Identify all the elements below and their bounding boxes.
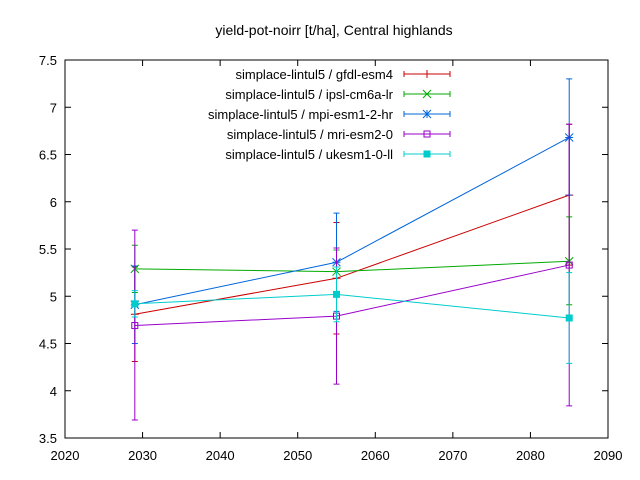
marker-square-open xyxy=(423,130,431,138)
series-4 xyxy=(131,123,573,421)
series-line xyxy=(134,293,570,319)
legend-item: simplace-lintul5 / gfdl-esm4 xyxy=(235,67,451,82)
data-point xyxy=(333,290,340,298)
series-line xyxy=(134,260,570,273)
marker-square-filled xyxy=(333,290,340,298)
legend-marker xyxy=(423,130,431,138)
legend-item: simplace-lintul5 / ipsl-cm6a-lr xyxy=(225,87,451,102)
x-tick-label: 2090 xyxy=(594,448,623,463)
legend-marker xyxy=(423,150,431,158)
data-point xyxy=(565,314,573,322)
marker-square-filled xyxy=(565,314,573,322)
y-tick-label: 5 xyxy=(50,289,57,304)
legend-label: simplace-lintul5 / gfdl-esm4 xyxy=(235,67,393,82)
legend-marker xyxy=(423,70,431,78)
y-tick-label: 4.5 xyxy=(39,337,57,352)
legend-swatch-line xyxy=(403,131,451,137)
marker-square-filled xyxy=(131,300,139,308)
legend-label: simplace-lintul5 / mpi-esm1-2-hr xyxy=(208,107,394,122)
x-tick-label: 2070 xyxy=(438,448,467,463)
y-tick-label: 7 xyxy=(50,100,57,115)
legend-item: simplace-lintul5 / mpi-esm1-2-hr xyxy=(208,107,451,122)
x-tick-label: 2080 xyxy=(516,448,545,463)
x-tick-label: 2020 xyxy=(51,448,80,463)
marker-star xyxy=(422,109,432,119)
y-tick-label: 6 xyxy=(50,195,57,210)
y-tick-label: 4 xyxy=(50,384,57,399)
data-point xyxy=(131,300,139,308)
marker-plus xyxy=(423,70,431,78)
y-tick-label: 3.5 xyxy=(39,431,57,446)
data-point xyxy=(131,322,139,330)
legend: simplace-lintul5 / gfdl-esm4 simplace-lin… xyxy=(208,67,451,162)
series-line xyxy=(134,264,570,327)
legend-item: simplace-lintul5 / mri-esm2-0 xyxy=(227,127,451,142)
data-point xyxy=(565,261,573,269)
legend-label: simplace-lintul5 / ipsl-cm6a-lr xyxy=(225,87,393,102)
marker-square-open xyxy=(131,322,139,330)
y-tick-label: 7.5 xyxy=(39,53,57,68)
chart-title: yield-pot-noirr [t/ha], Central highland… xyxy=(215,22,452,38)
legend-marker xyxy=(422,109,432,119)
x-tick-label: 2050 xyxy=(283,448,312,463)
marker-square-open xyxy=(565,261,573,269)
x-tick-label: 2060 xyxy=(361,448,390,463)
legend-item: simplace-lintul5 / ukesm1-0-ll xyxy=(225,147,451,162)
x-tick-label: 2040 xyxy=(206,448,235,463)
legend-marker xyxy=(422,89,432,99)
series-5 xyxy=(131,266,573,364)
series-layer xyxy=(130,78,574,421)
y-tick-label: 6.5 xyxy=(39,148,57,163)
legend-label: simplace-lintul5 / ukesm1-0-ll xyxy=(225,147,393,162)
marker-square-filled xyxy=(423,150,431,158)
error-bar xyxy=(131,229,138,421)
y-tick-label: 5.5 xyxy=(39,242,57,257)
marker-x xyxy=(422,89,432,99)
legend-label: simplace-lintul5 / mri-esm2-0 xyxy=(227,127,393,142)
axis-ticks: 2020 2030 2040 2050 2060 2070 2080 2090 3.5 4 4.5 5… xyxy=(39,53,623,463)
x-tick-label: 2030 xyxy=(128,448,157,463)
